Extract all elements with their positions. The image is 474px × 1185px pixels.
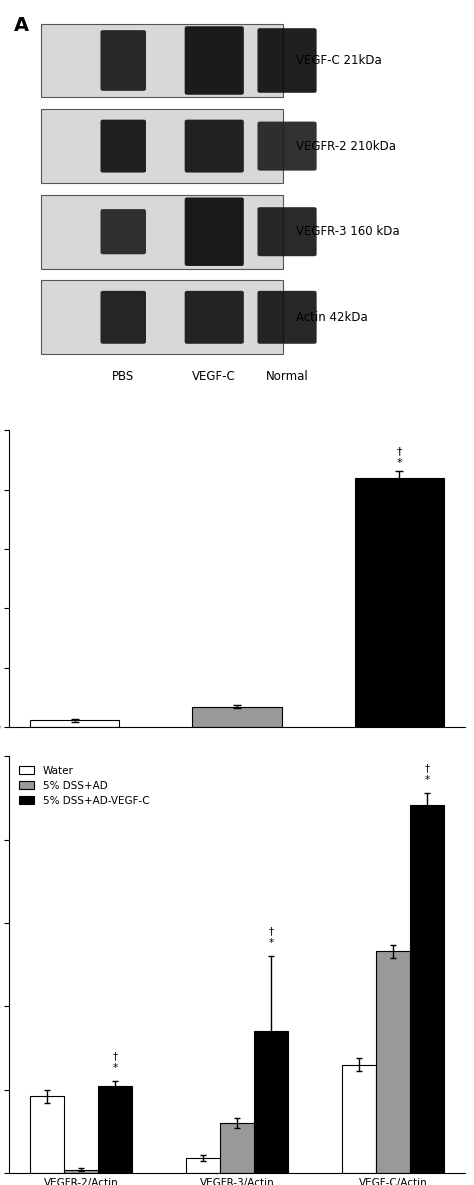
Text: 5%DSS+PBS: 5%DSS+PBS bbox=[177, 760, 237, 806]
Bar bbox=[376, 952, 410, 1173]
Text: †
*: † * bbox=[424, 763, 429, 784]
FancyBboxPatch shape bbox=[185, 120, 244, 173]
FancyBboxPatch shape bbox=[100, 209, 146, 255]
FancyBboxPatch shape bbox=[41, 109, 283, 182]
FancyBboxPatch shape bbox=[41, 24, 283, 97]
Text: VEGF-C: VEGF-C bbox=[192, 370, 236, 383]
FancyBboxPatch shape bbox=[257, 290, 317, 344]
Text: VEGFR-2 210kDa: VEGFR-2 210kDa bbox=[296, 140, 396, 153]
Text: Water: Water bbox=[44, 760, 75, 786]
FancyBboxPatch shape bbox=[185, 290, 244, 344]
FancyBboxPatch shape bbox=[257, 122, 317, 171]
Text: †
*: † * bbox=[112, 1051, 118, 1074]
Bar bbox=[342, 1065, 376, 1173]
Text: 5%DSS+VEGF-C156S: 5%DSS+VEGF-C156S bbox=[302, 760, 399, 832]
Text: Normal: Normal bbox=[266, 370, 309, 383]
Text: A: A bbox=[14, 15, 29, 34]
Text: †
*: † * bbox=[268, 927, 273, 948]
Bar bbox=[220, 1123, 254, 1173]
Text: PBS: PBS bbox=[112, 370, 134, 383]
Bar bbox=[355, 478, 444, 726]
Legend: Water, 5% DSS+AD, 5% DSS+AD-VEGF-C: Water, 5% DSS+AD, 5% DSS+AD-VEGF-C bbox=[15, 762, 154, 811]
FancyBboxPatch shape bbox=[100, 290, 146, 344]
FancyBboxPatch shape bbox=[257, 28, 317, 92]
Bar bbox=[30, 720, 119, 726]
Bar bbox=[186, 1158, 220, 1173]
FancyBboxPatch shape bbox=[100, 30, 146, 91]
Text: VEGF-C 21kDa: VEGF-C 21kDa bbox=[296, 55, 382, 68]
Bar bbox=[30, 1096, 64, 1173]
Bar bbox=[254, 1031, 288, 1173]
FancyBboxPatch shape bbox=[100, 120, 146, 173]
Bar bbox=[192, 706, 282, 726]
Text: VEGFR-3 160 kDa: VEGFR-3 160 kDa bbox=[296, 225, 400, 238]
Bar bbox=[410, 805, 444, 1173]
Bar bbox=[64, 1170, 98, 1173]
Text: †
*: † * bbox=[396, 446, 402, 468]
FancyBboxPatch shape bbox=[41, 281, 283, 354]
FancyBboxPatch shape bbox=[185, 198, 244, 265]
FancyBboxPatch shape bbox=[41, 194, 283, 269]
FancyBboxPatch shape bbox=[257, 207, 317, 256]
FancyBboxPatch shape bbox=[185, 26, 244, 95]
Text: Actin 42kDa: Actin 42kDa bbox=[296, 310, 368, 324]
Bar bbox=[98, 1087, 132, 1173]
